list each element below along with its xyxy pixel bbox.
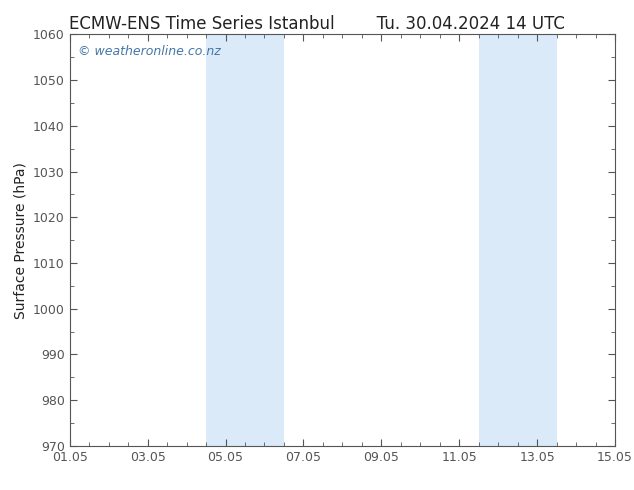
Bar	[479, 34, 557, 446]
Text: © weatheronline.co.nz: © weatheronline.co.nz	[78, 45, 221, 58]
Text: ECMW-ENS Time Series Istanbul        Tu. 30.04.2024 14 UTC: ECMW-ENS Time Series Istanbul Tu. 30.04.…	[69, 15, 565, 33]
Bar	[206, 34, 284, 446]
Y-axis label: Surface Pressure (hPa): Surface Pressure (hPa)	[13, 162, 27, 318]
